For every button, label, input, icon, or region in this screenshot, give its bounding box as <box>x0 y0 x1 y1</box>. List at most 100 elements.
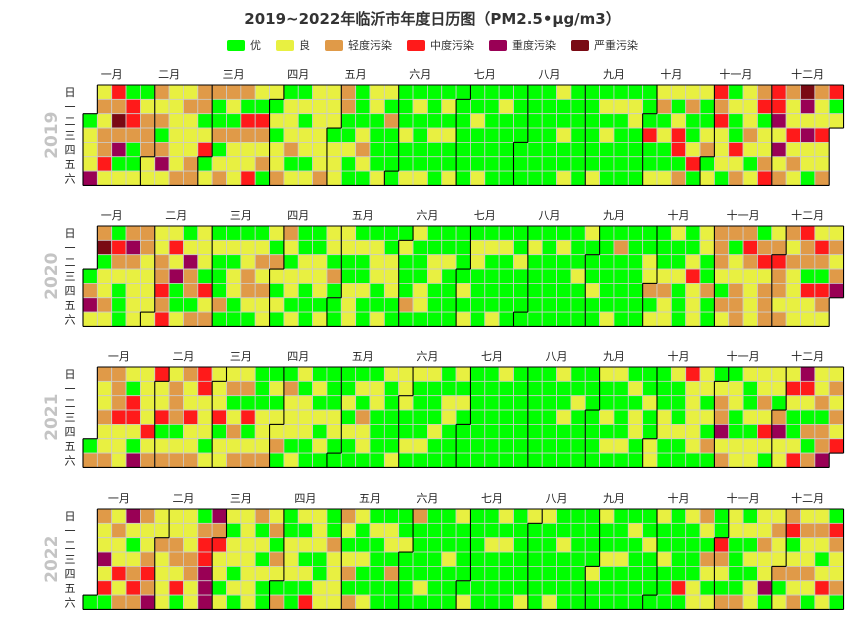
day-cell[interactable] <box>139 297 156 313</box>
day-cell[interactable] <box>183 127 199 143</box>
day-cell[interactable] <box>183 366 199 382</box>
day-cell[interactable] <box>513 311 529 327</box>
day-cell[interactable] <box>714 141 730 158</box>
day-cell[interactable] <box>742 98 758 115</box>
day-cell[interactable] <box>556 522 572 539</box>
day-cell[interactable] <box>183 268 199 284</box>
day-cell[interactable] <box>613 113 629 129</box>
day-cell[interactable] <box>527 580 543 596</box>
day-cell[interactable] <box>814 551 830 567</box>
day-cell[interactable] <box>670 268 687 284</box>
day-cell[interactable] <box>785 380 801 397</box>
day-cell[interactable] <box>584 127 601 143</box>
day-cell[interactable] <box>599 268 615 284</box>
day-cell[interactable] <box>527 239 543 256</box>
day-cell[interactable] <box>541 311 557 327</box>
day-cell[interactable] <box>441 508 457 524</box>
day-cell[interactable] <box>627 225 644 241</box>
day-cell[interactable] <box>139 452 156 468</box>
day-cell[interactable] <box>96 423 113 440</box>
day-cell[interactable] <box>111 580 127 596</box>
day-cell[interactable] <box>613 423 629 440</box>
day-cell[interactable] <box>513 508 529 524</box>
day-cell[interactable] <box>828 551 844 567</box>
day-cell[interactable] <box>240 366 256 382</box>
day-cell[interactable] <box>771 282 787 299</box>
day-cell[interactable] <box>800 594 816 610</box>
day-cell[interactable] <box>211 580 227 596</box>
day-cell[interactable] <box>771 409 787 425</box>
day-cell[interactable] <box>111 113 127 129</box>
day-cell[interactable] <box>183 225 199 241</box>
day-cell[interactable] <box>714 311 730 327</box>
day-cell[interactable] <box>211 297 227 313</box>
day-cell[interactable] <box>513 127 529 143</box>
day-cell[interactable] <box>556 311 572 327</box>
day-cell[interactable] <box>513 156 529 172</box>
day-cell[interactable] <box>570 297 586 313</box>
day-cell[interactable] <box>685 113 701 129</box>
day-cell[interactable] <box>197 395 213 411</box>
day-cell[interactable] <box>283 268 299 284</box>
day-cell[interactable] <box>584 297 601 313</box>
day-cell[interactable] <box>828 225 844 241</box>
day-cell[interactable] <box>139 409 156 425</box>
day-cell[interactable] <box>470 395 486 411</box>
day-cell[interactable] <box>82 452 98 468</box>
day-cell[interactable] <box>613 452 629 468</box>
day-cell[interactable] <box>757 268 773 284</box>
day-cell[interactable] <box>699 282 715 299</box>
day-cell[interactable] <box>154 366 170 382</box>
day-cell[interactable] <box>785 98 801 115</box>
day-cell[interactable] <box>312 380 328 397</box>
day-cell[interactable] <box>197 268 213 284</box>
day-cell[interactable] <box>656 395 672 411</box>
day-cell[interactable] <box>498 127 514 143</box>
day-cell[interactable] <box>211 156 227 172</box>
day-cell[interactable] <box>211 380 227 397</box>
day-cell[interactable] <box>498 537 514 553</box>
day-cell[interactable] <box>570 423 586 440</box>
day-cell[interactable] <box>412 522 428 539</box>
day-cell[interactable] <box>369 380 385 397</box>
day-cell[interactable] <box>599 127 615 143</box>
day-cell[interactable] <box>383 537 400 553</box>
day-cell[interactable] <box>785 551 801 567</box>
day-cell[interactable] <box>656 311 672 327</box>
day-cell[interactable] <box>470 366 486 382</box>
day-cell[interactable] <box>269 366 285 382</box>
day-cell[interactable] <box>211 438 227 454</box>
day-cell[interactable] <box>355 395 371 411</box>
day-cell[interactable] <box>714 225 730 241</box>
day-cell[interactable] <box>800 225 816 241</box>
day-cell[interactable] <box>757 508 773 524</box>
day-cell[interactable] <box>556 594 572 610</box>
day-cell[interactable] <box>498 98 514 115</box>
day-cell[interactable] <box>670 409 687 425</box>
day-cell[interactable] <box>642 311 658 327</box>
day-cell[interactable] <box>728 141 744 158</box>
day-cell[interactable] <box>254 225 270 241</box>
day-cell[interactable] <box>297 127 314 143</box>
day-cell[interactable] <box>785 156 801 172</box>
day-cell[interactable] <box>599 366 615 382</box>
day-cell[interactable] <box>211 537 227 553</box>
day-cell[interactable] <box>398 98 414 115</box>
day-cell[interactable] <box>154 297 170 313</box>
day-cell[interactable] <box>326 409 342 425</box>
day-cell[interactable] <box>455 156 471 172</box>
day-cell[interactable] <box>670 98 687 115</box>
day-cell[interactable] <box>728 594 744 610</box>
day-cell[interactable] <box>312 452 328 468</box>
day-cell[interactable] <box>226 395 242 411</box>
day-cell[interactable] <box>627 580 644 596</box>
day-cell[interactable] <box>670 297 687 313</box>
day-cell[interactable] <box>312 366 328 382</box>
day-cell[interactable] <box>125 423 141 440</box>
day-cell[interactable] <box>771 156 787 172</box>
day-cell[interactable] <box>254 537 270 553</box>
day-cell[interactable] <box>728 254 744 270</box>
day-cell[interactable] <box>226 268 242 284</box>
day-cell[interactable] <box>269 156 285 172</box>
day-cell[interactable] <box>498 254 514 270</box>
